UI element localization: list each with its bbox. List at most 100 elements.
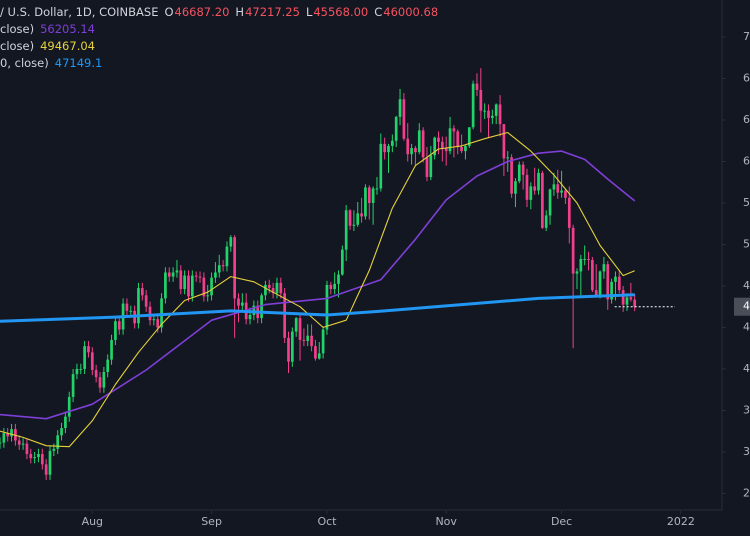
candle-body <box>340 249 344 275</box>
candle-body <box>279 282 283 294</box>
x-tick-label: Sep <box>201 515 222 528</box>
candle-body <box>214 272 217 278</box>
candle-body <box>206 295 210 297</box>
candle-body <box>552 184 556 190</box>
candle-body <box>52 448 56 451</box>
candle-body <box>394 116 398 141</box>
candle-body <box>414 148 417 153</box>
candle-body <box>148 306 152 321</box>
candle-body <box>67 396 71 417</box>
candle-body <box>171 272 175 277</box>
candle-body <box>167 272 171 277</box>
candle-body <box>402 99 406 139</box>
candle-body <box>506 157 510 159</box>
candle-body <box>60 428 63 436</box>
candle-body <box>514 181 517 194</box>
ohlc-value: 46687.20 <box>174 5 230 19</box>
candle-body <box>406 138 410 155</box>
candle-body <box>467 127 471 146</box>
candle-body <box>521 164 525 175</box>
x-tick-label: Nov <box>435 515 457 528</box>
candle-body <box>229 237 233 247</box>
candle-body <box>44 464 48 475</box>
candle-body <box>314 346 317 359</box>
y-tick-label: 6 <box>743 113 750 126</box>
candle-body <box>6 433 10 437</box>
candle-body <box>144 295 148 307</box>
candle-body <box>464 145 467 152</box>
y-tick-label: 7 <box>743 30 750 43</box>
candle-body <box>598 271 602 296</box>
ohlc-value: 45568.00 <box>313 5 369 19</box>
candle-body <box>587 258 590 261</box>
candle-body <box>152 319 156 321</box>
candle-body <box>410 148 413 155</box>
candle-body <box>79 368 83 370</box>
candle-body <box>356 213 360 225</box>
candle-body <box>2 433 6 443</box>
candle-body <box>317 353 321 359</box>
candle-body <box>517 164 521 182</box>
candle-body <box>283 293 286 338</box>
candle-body <box>621 290 625 305</box>
candle-body <box>502 124 506 159</box>
candle-body <box>471 83 475 128</box>
y-tick-label: 4 <box>743 362 750 375</box>
candle-body <box>29 453 33 459</box>
candle-body <box>610 281 613 300</box>
moving-average-line <box>0 293 635 323</box>
candle-body <box>306 335 310 341</box>
x-tick-label: Aug <box>82 515 103 528</box>
ohlc-value: 46000.68 <box>383 5 439 19</box>
candle-body <box>210 277 213 296</box>
legend-name: close) <box>0 22 35 36</box>
candle-body <box>387 145 390 153</box>
legend-row: 0, close) 47149.1 <box>0 55 438 72</box>
y-tick-label: 5 <box>743 196 750 209</box>
moving-average-line <box>0 131 635 448</box>
candle-body <box>475 83 479 90</box>
candle-body <box>183 275 186 290</box>
candle-body <box>487 110 490 118</box>
y-tick-label: 5 <box>743 237 750 250</box>
candle-body <box>617 276 621 291</box>
ohlc-key: H <box>235 5 245 19</box>
candle-body <box>421 130 425 158</box>
candle-body <box>237 298 240 306</box>
candle-body <box>125 303 129 311</box>
candle-body <box>429 155 433 178</box>
candle-body <box>633 299 637 307</box>
candle-body <box>529 186 533 200</box>
candle-body <box>433 137 437 156</box>
candle-body <box>606 264 610 300</box>
legend-row: close) 56205.14 <box>0 21 438 38</box>
candle-body <box>252 305 256 316</box>
candle-body <box>275 282 279 294</box>
candle-body <box>337 274 340 284</box>
candle-body <box>498 104 502 125</box>
candle-body <box>248 315 252 320</box>
legend-name: 0, close) <box>0 56 49 70</box>
candle-body <box>106 359 110 373</box>
candle-body <box>75 368 79 375</box>
candle-body <box>564 190 567 198</box>
candle-body <box>40 453 44 465</box>
candle-body <box>594 290 598 296</box>
candle-body <box>544 215 548 228</box>
candle-body <box>444 148 448 152</box>
candle-body <box>548 189 552 216</box>
candle-body <box>164 272 167 299</box>
candle-body <box>448 128 452 152</box>
candle-body <box>290 331 294 362</box>
candle-body <box>460 146 463 152</box>
candle-body <box>614 276 617 282</box>
candle-body <box>579 258 583 272</box>
candle-body <box>344 210 348 250</box>
candle-body <box>221 265 225 267</box>
y-tick-label: 4 <box>743 279 750 292</box>
legend-row: close) 49467.04 <box>0 38 438 55</box>
candle-body <box>87 346 90 353</box>
candle-body <box>383 143 387 153</box>
candle-body <box>625 297 629 305</box>
